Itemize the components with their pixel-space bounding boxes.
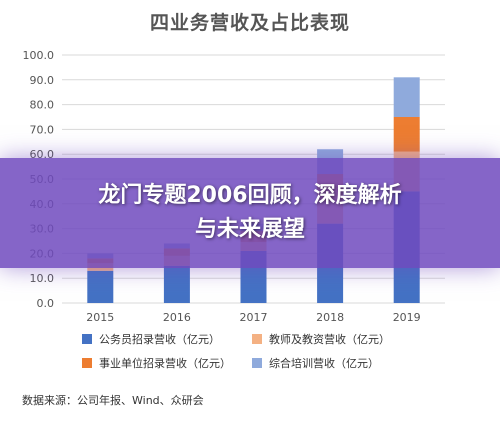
x-axis: 2015 2016 2017 2018 2019 [86,311,420,324]
x-tick-label: 2017 [240,311,268,324]
x-tick-label: 2015 [86,311,114,324]
legend-item: 事业单位招录营收（亿元） [82,355,252,371]
x-tick-label: 2019 [393,311,421,324]
chart-title: 四业务营收及占比表现 [149,12,350,34]
legend-label: 教师及教资营收（亿元） [269,333,390,346]
legend-swatch [82,334,92,344]
legend-item: 教师及教资营收（亿元） [252,331,422,347]
overlay-banner[interactable]: 龙门专题2006回顾，深度解析 与未来展望 [0,158,500,268]
bar-2019-series-4 [393,77,420,117]
legend-swatch [82,358,92,368]
x-tick-label: 2018 [316,311,344,324]
bar-2016-series-1 [163,265,190,303]
legend-item: 公务员招录营收（亿元） [82,331,252,347]
y-tick-label: 100.0 [23,49,55,62]
y-tick-label: 90.0 [30,74,55,87]
x-tick-label: 2016 [163,311,191,324]
data-source-note: 数据来源：公司年报、Wind、众研会 [22,394,204,407]
y-tick-label: 60.0 [30,148,55,161]
legend-item: 综合培训营收（亿元） [252,355,422,371]
y-tick-label: 0.0 [37,297,55,310]
legend-label: 事业单位招录营收（亿元） [99,357,231,370]
legend-label: 综合培训营收（亿元） [269,357,379,370]
y-tick-label: 70.0 [30,123,55,136]
banner-title-line-2: 与未来展望 [194,217,305,242]
legend: 公务员招录营收（亿元） 教师及教资营收（亿元） 事业单位招录营收（亿元） 综合培训营收… [82,331,422,371]
y-tick-label: 10.0 [30,272,55,285]
legend-swatch [252,334,262,344]
legend-swatch [252,358,262,368]
legend-label: 公务员招录营收（亿元） [99,333,220,346]
y-tick-label: 80.0 [30,99,55,112]
bar-2015-series-1 [87,270,114,303]
bar-2019-series-3 [393,117,420,152]
banner-title-line-1: 龙门专题2006回顾，深度解析 [98,183,402,208]
